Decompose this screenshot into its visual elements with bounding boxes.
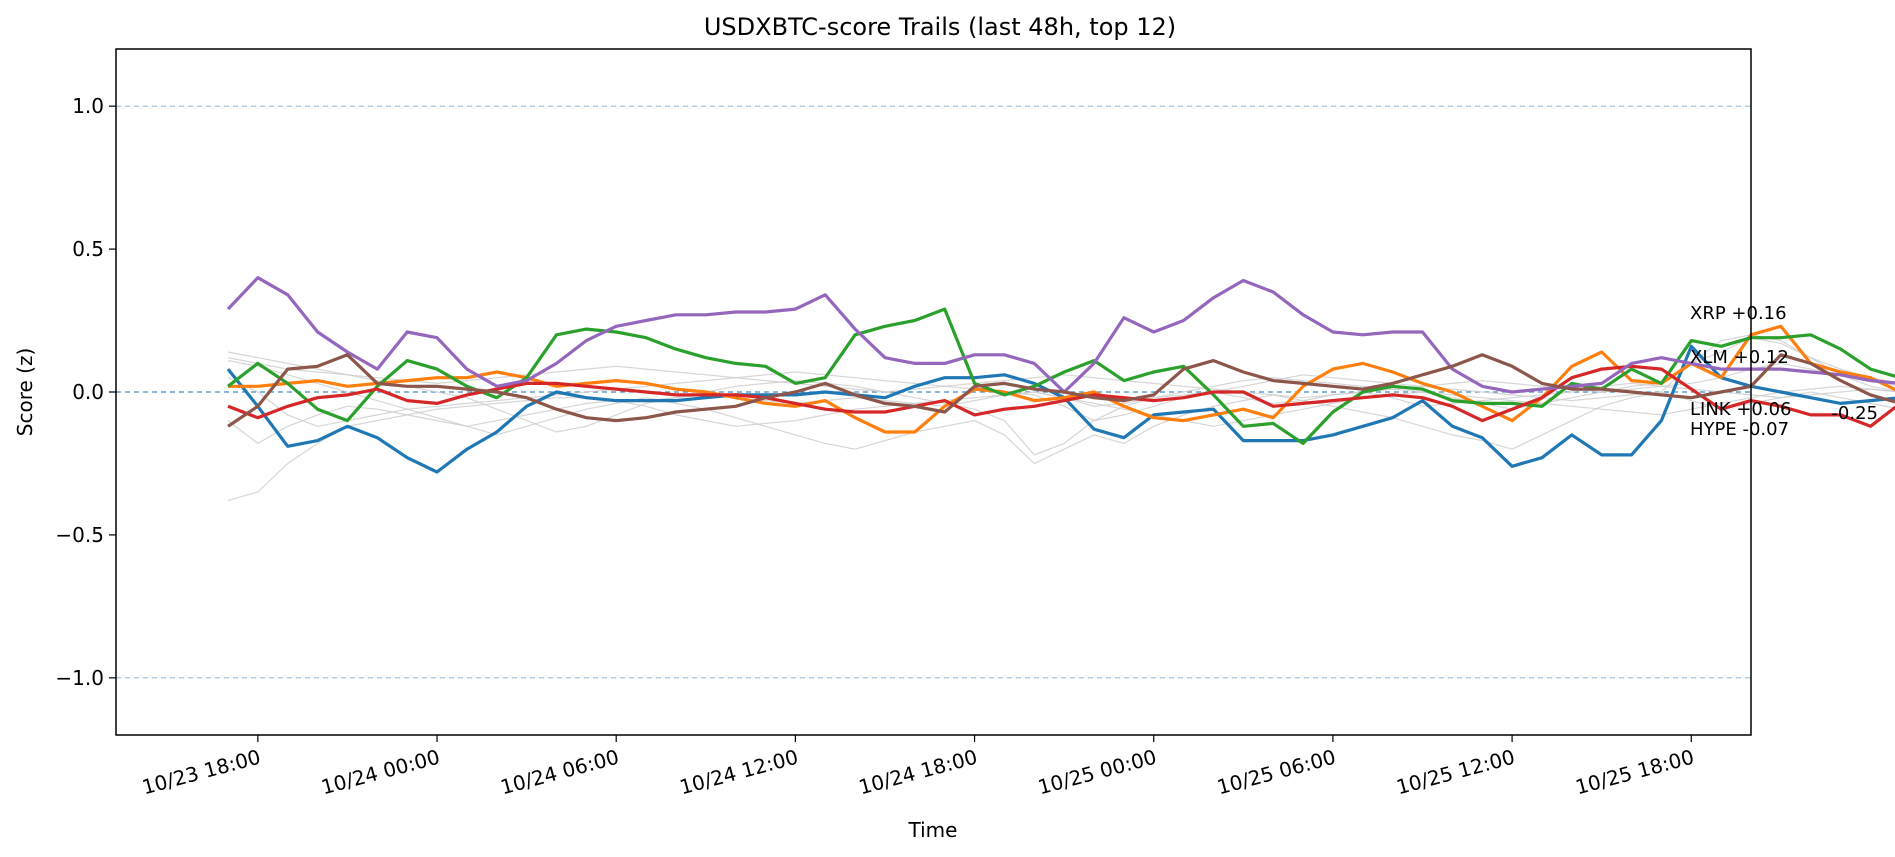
y-axis-ticks: 1.0 0.5 0.0 −0.5 −1.0 [55, 94, 116, 690]
y-tick-label: −1.0 [55, 666, 104, 690]
end-label: XRP +0.16 [1690, 303, 1787, 324]
series-line-5 [227, 353, 1895, 428]
x-tick-label: 10/23 18:00 [139, 745, 263, 800]
y-tick-label: 1.0 [72, 94, 104, 118]
series-line-0 [226, 344, 1895, 474]
x-axis-label: Time [908, 818, 958, 842]
x-tick-label: 10/24 18:00 [856, 745, 980, 800]
highlighted-series [226, 276, 1895, 474]
series-line-9 [227, 334, 1895, 427]
series-line-2 [227, 307, 1895, 445]
y-tick-label: 0.5 [72, 237, 104, 261]
x-tick-label: 10/25 06:00 [1215, 745, 1339, 800]
series-line-10 [227, 385, 1895, 444]
background-series [227, 334, 1895, 502]
x-tick-label: 10/24 00:00 [319, 745, 443, 800]
end-label: XLM +0.12 [1690, 347, 1789, 368]
x-tick-label: 10/24 12:00 [677, 745, 801, 800]
x-tick-label: 10/24 06:00 [498, 745, 622, 800]
end-label: LINK +0.06 [1690, 399, 1792, 420]
chart-title: USDXBTC-score Trails (last 48h, top 12) [704, 13, 1176, 41]
series-line-3 [227, 364, 1895, 428]
x-axis-ticks: 10/23 18:00 10/24 00:00 10/24 06:00 10/24 1… [139, 735, 1697, 800]
x-tick-label: 10/25 00:00 [1035, 745, 1159, 800]
series-line-11 [227, 357, 1895, 399]
series-line-4 [226, 276, 1895, 394]
x-tick-label: 10/25 12:00 [1394, 745, 1518, 800]
end-label: HYPE -0.07 [1690, 419, 1789, 440]
x-tick-label: 10/25 18:00 [1573, 745, 1697, 800]
end-label: -0.25 [1831, 403, 1878, 424]
y-tick-label: −0.5 [55, 523, 104, 547]
y-tick-label: 0.0 [72, 380, 104, 404]
y-axis-label: Score (z) [13, 348, 37, 436]
